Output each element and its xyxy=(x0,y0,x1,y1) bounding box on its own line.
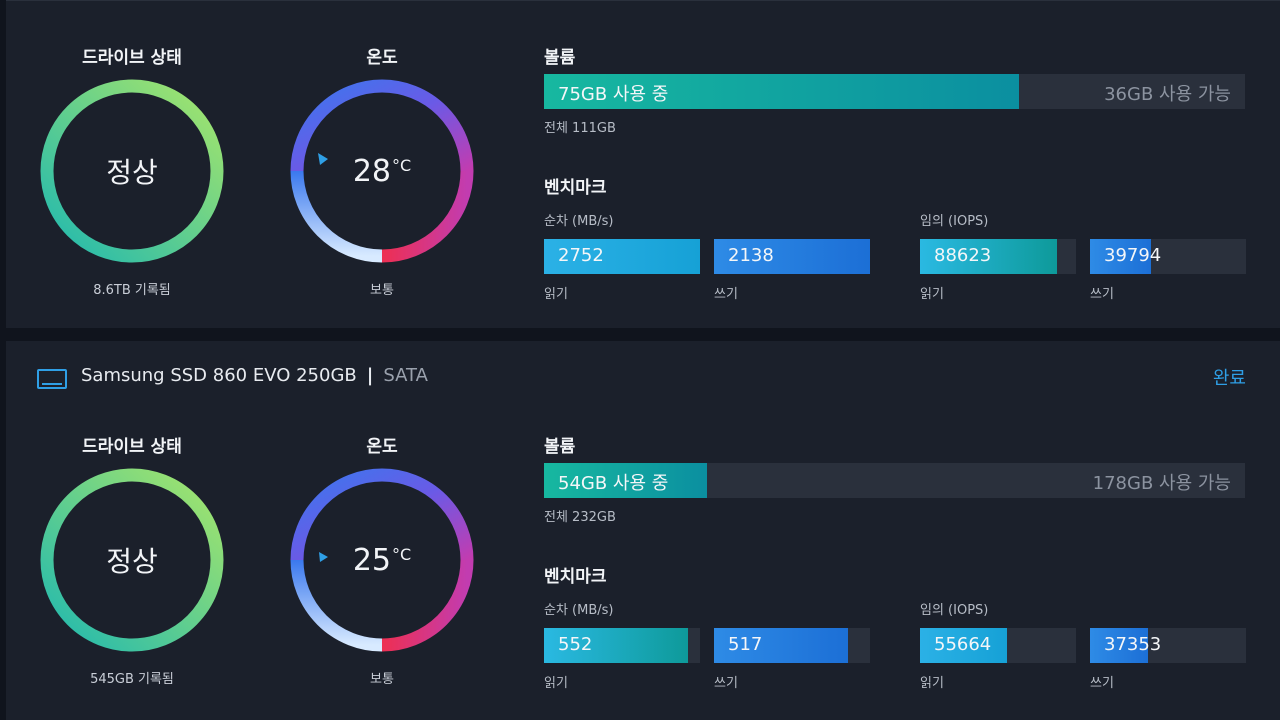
seq-write-value: 2138 xyxy=(728,245,774,266)
seq-write-value: 517 xyxy=(728,634,763,655)
temperature-value: 25 xyxy=(352,542,391,578)
seq-read-label: 읽기 xyxy=(544,676,568,691)
rand-read-bar: 88623 xyxy=(920,239,1076,274)
rand-write-value: 37353 xyxy=(1104,634,1162,655)
rand-read-fill xyxy=(920,628,1008,663)
volume-total: 전체 111GB xyxy=(544,121,616,136)
seq-read-bar: 2752 xyxy=(544,239,700,274)
complete-link[interactable]: 완료 xyxy=(1212,368,1246,389)
volume-bar: 54GB 사용 중 178GB 사용 가능 xyxy=(544,463,1245,498)
triangle-marker-icon xyxy=(318,153,328,165)
rand-write-fill xyxy=(1090,628,1148,663)
benchmark-title: 벤치마크 xyxy=(544,178,607,198)
written-amount: 545GB 기록됨 xyxy=(90,672,174,687)
drive-card-2: Samsung SSD 860 EVO 250GB | SATA 완료 드라이브 상… xyxy=(6,341,1280,720)
drive-status-ring: 정상 xyxy=(40,468,224,652)
rand-read-value: 88623 xyxy=(934,245,992,266)
written-amount: 8.6TB 기록됨 xyxy=(93,283,171,298)
drive-status-value: 정상 xyxy=(106,156,158,189)
benchmark-title: 벤치마크 xyxy=(544,567,607,587)
rand-read-label: 읽기 xyxy=(920,287,944,302)
rand-write-bar: 39794 xyxy=(1090,239,1246,274)
seq-write-fill xyxy=(714,628,849,663)
triangle-marker-icon xyxy=(319,552,328,562)
seq-read-bar: 552 xyxy=(544,628,700,663)
rand-write-label: 쓰기 xyxy=(1090,676,1114,691)
drive-status-title: 드라이브 상태 xyxy=(82,437,182,457)
rand-write-value: 39794 xyxy=(1104,245,1162,266)
seq-read-value: 552 xyxy=(558,634,593,655)
monitor-icon xyxy=(37,369,67,389)
seq-read-value: 2752 xyxy=(558,245,604,266)
temperature-title: 온도 xyxy=(366,48,398,68)
rand-write-fill xyxy=(1090,239,1151,274)
volume-free-label: 36GB 사용 가능 xyxy=(1104,84,1231,105)
temperature-value: 28 xyxy=(352,153,391,189)
temperature-display: 28 °C xyxy=(290,79,474,263)
temperature-state: 보통 xyxy=(370,672,394,687)
volume-title: 볼륨 xyxy=(544,48,576,68)
random-label: 임의 (IOPS) xyxy=(920,603,989,618)
rand-write-bar: 37353 xyxy=(1090,628,1246,663)
seq-write-bar: 517 xyxy=(714,628,870,663)
rand-read-fill xyxy=(920,239,1058,274)
rand-read-label: 읽기 xyxy=(920,676,944,691)
drive-name: Samsung SSD 860 EVO 250GB xyxy=(81,365,357,386)
drive-separator: | xyxy=(366,365,374,386)
seq-write-fill xyxy=(714,239,870,274)
temperature-unit: °C xyxy=(392,544,412,564)
sequential-label: 순차 (MB/s) xyxy=(544,214,614,229)
temperature-title: 온도 xyxy=(366,437,398,457)
drive-status-value: 정상 xyxy=(106,545,158,578)
seq-write-label: 쓰기 xyxy=(714,287,738,302)
temperature-ring: 28 °C xyxy=(290,79,474,263)
temperature-state: 보통 xyxy=(370,283,394,298)
temperature-unit: °C xyxy=(392,155,412,175)
temperature-display: 25 °C xyxy=(290,468,474,652)
volume-used-label: 75GB 사용 중 xyxy=(558,84,669,105)
volume-used-fill xyxy=(544,463,708,498)
volume-free-label: 178GB 사용 가능 xyxy=(1092,473,1231,494)
seq-write-bar: 2138 xyxy=(714,239,870,274)
seq-read-label: 읽기 xyxy=(544,287,568,302)
volume-total: 전체 232GB xyxy=(544,510,616,525)
temperature-ring: 25 °C xyxy=(290,468,474,652)
volume-used-label: 54GB 사용 중 xyxy=(558,473,669,494)
drive-status-ring: 정상 xyxy=(40,79,224,263)
volume-title: 볼륨 xyxy=(544,437,576,457)
rand-read-bar: 55664 xyxy=(920,628,1076,663)
seq-read-fill xyxy=(544,628,688,663)
seq-write-label: 쓰기 xyxy=(714,676,738,691)
random-label: 임의 (IOPS) xyxy=(920,214,989,229)
drive-card-1: 드라이브 상태 정상 8.6TB 기록됨 온도 xyxy=(6,0,1280,328)
volume-bar: 75GB 사용 중 36GB 사용 가능 xyxy=(544,74,1245,109)
drive-name-row: Samsung SSD 860 EVO 250GB | SATA xyxy=(81,365,428,386)
volume-used-fill xyxy=(544,74,1019,109)
rand-read-value: 55664 xyxy=(934,634,992,655)
rand-write-label: 쓰기 xyxy=(1090,287,1114,302)
drive-interface: SATA xyxy=(383,365,428,386)
sequential-label: 순차 (MB/s) xyxy=(544,603,614,618)
drive-status-title: 드라이브 상태 xyxy=(82,48,182,68)
seq-read-fill xyxy=(544,239,700,274)
